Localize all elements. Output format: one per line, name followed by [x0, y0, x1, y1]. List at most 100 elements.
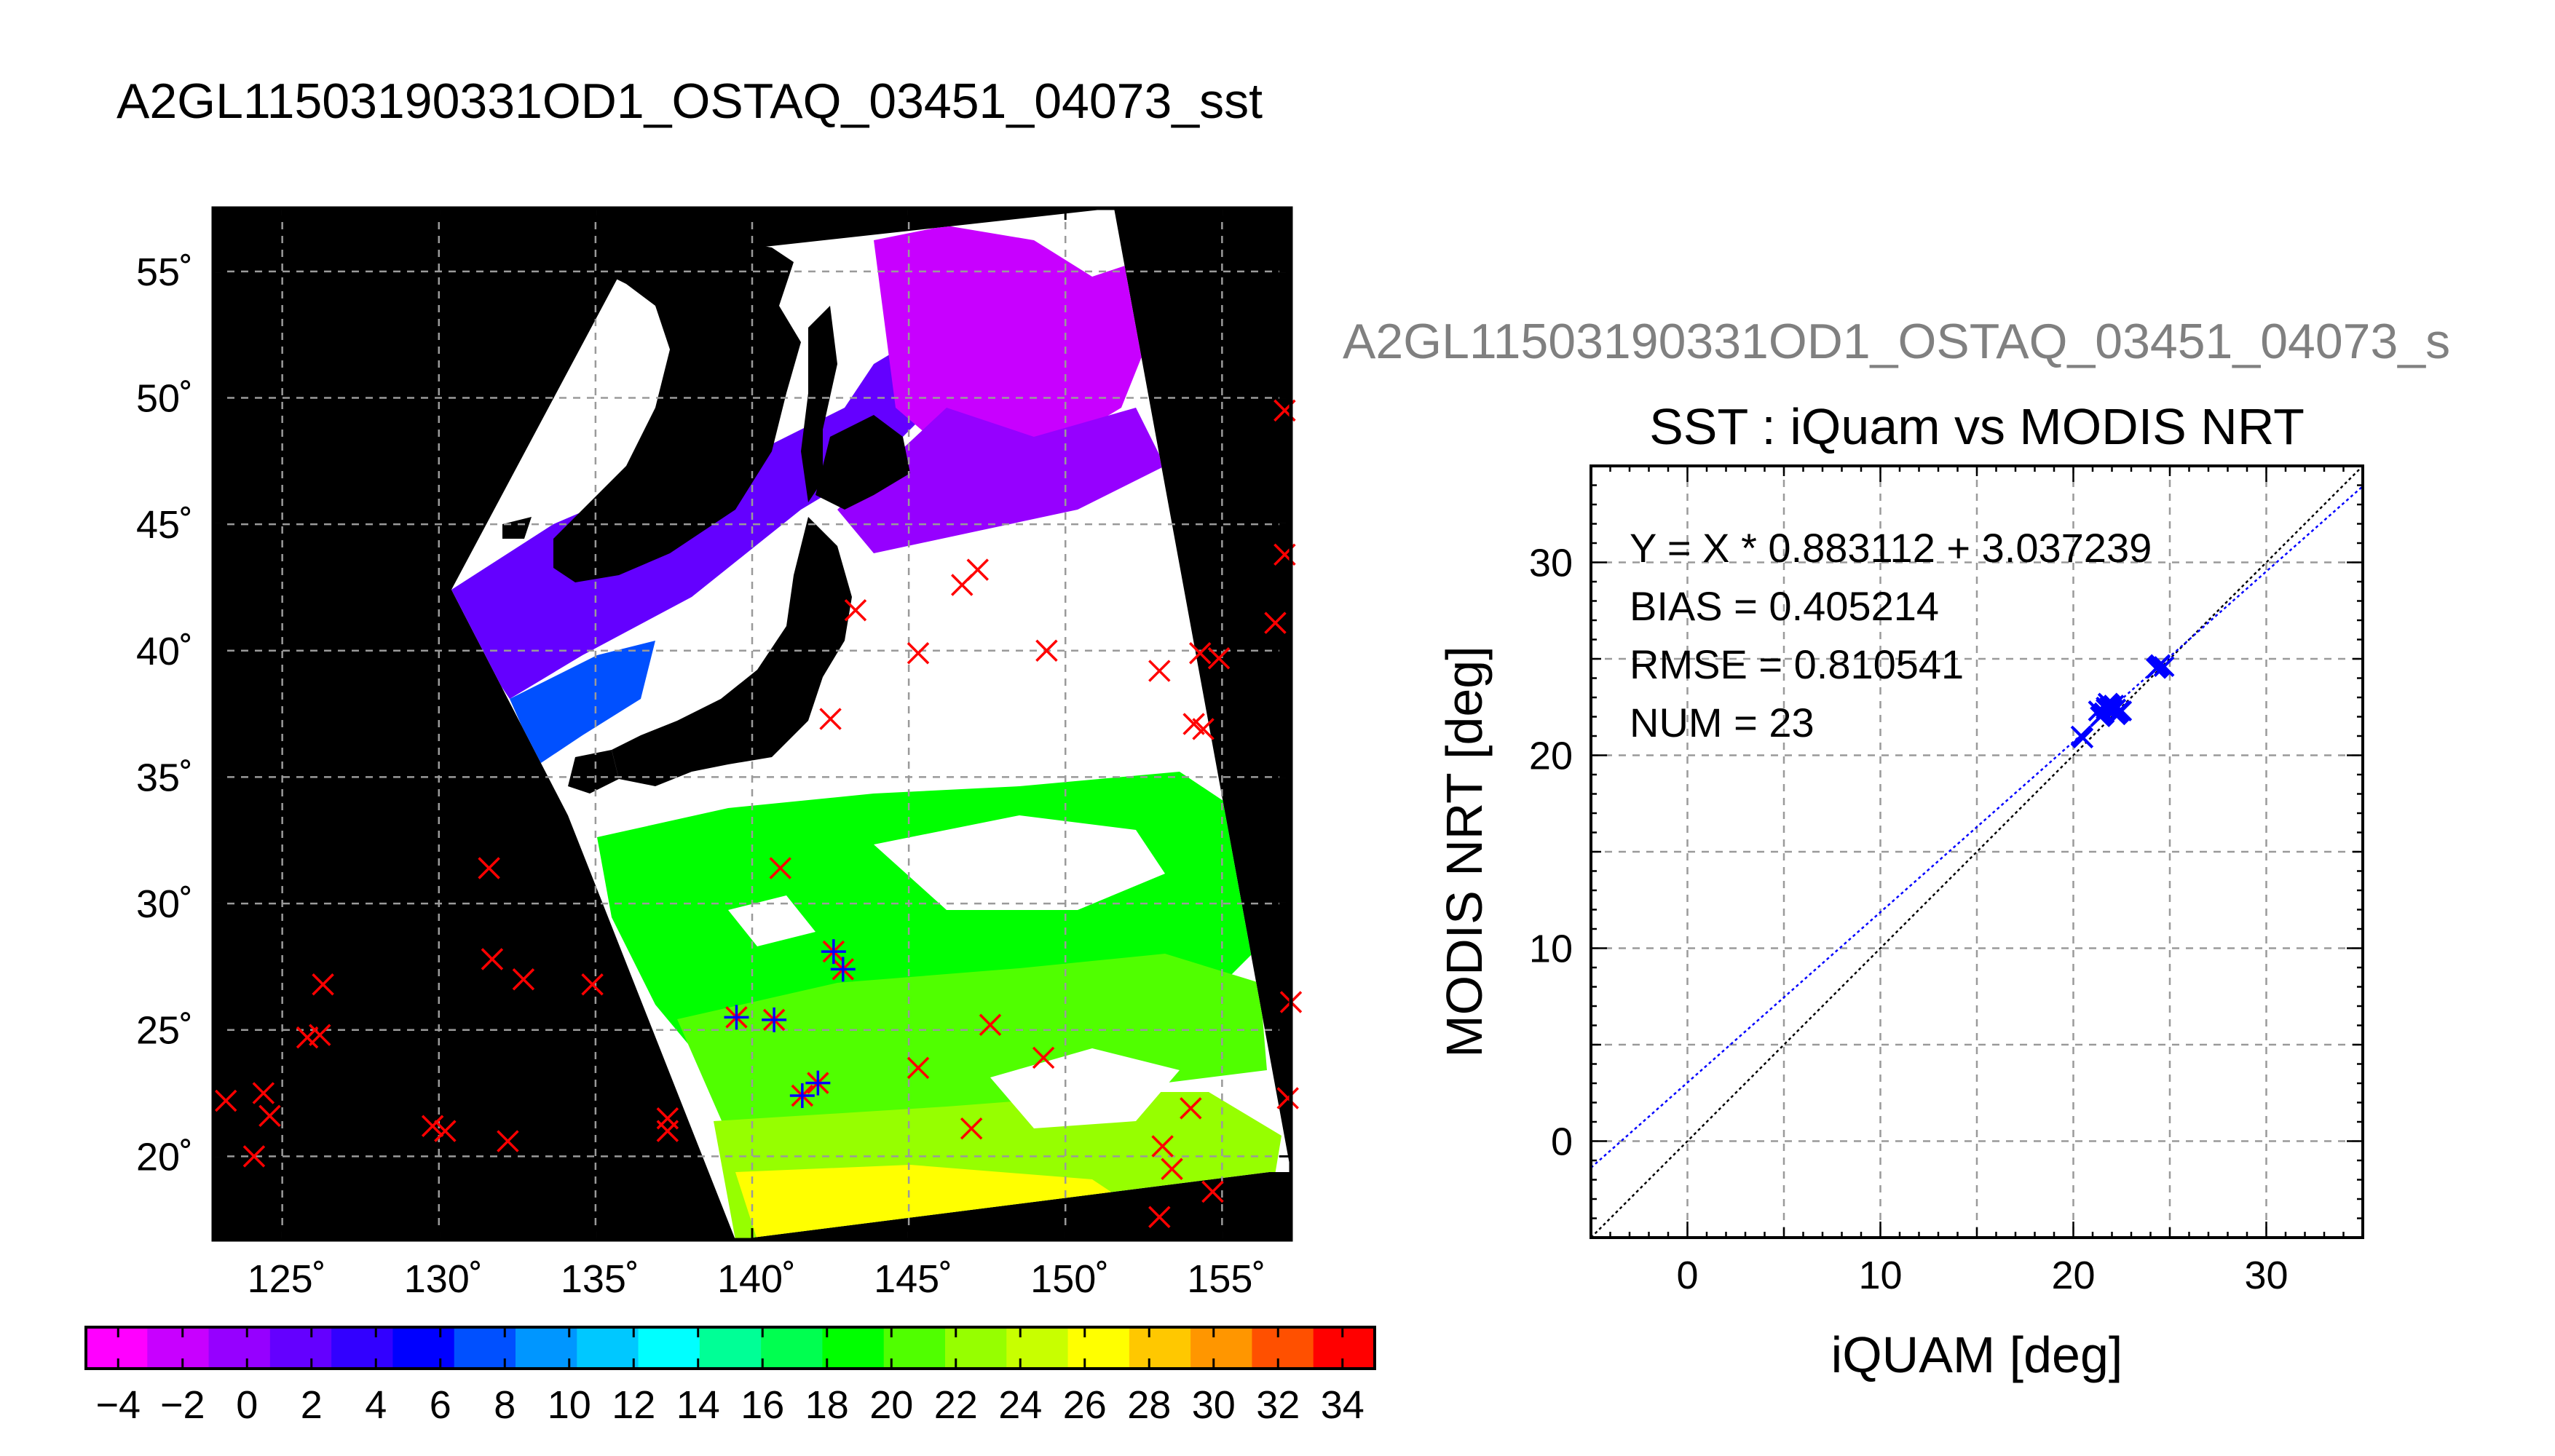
- colorbar-bin: [638, 1327, 700, 1369]
- sst-patch-cold-east: [837, 408, 1165, 553]
- map-y-tick-label: 45˚: [136, 503, 193, 547]
- map-x-tick-label: 130˚: [404, 1257, 483, 1301]
- map-marker-plus: [830, 957, 856, 982]
- map-marker-x: [312, 973, 334, 996]
- map-y-tick-label: 20˚: [136, 1135, 193, 1179]
- map-marker-x: [258, 1104, 281, 1128]
- map-marker-x: [581, 973, 604, 996]
- cloud-patch-3: [728, 895, 816, 946]
- scatter-stat-line: NUM = 23: [1630, 700, 1814, 745]
- scatter-point: [2147, 656, 2169, 678]
- map-y-tick-label: 55˚: [136, 250, 193, 294]
- colorbar-tick-label: 28: [1127, 1383, 1171, 1427]
- map-marker-x: [1264, 612, 1287, 634]
- map-x-tick-label: 135˚: [561, 1257, 639, 1301]
- colorbar-bin: [761, 1327, 824, 1369]
- scatter-y-tick-label: 30: [1529, 542, 1573, 585]
- map-marker-x: [242, 1145, 266, 1168]
- map-marker-x: [434, 1120, 457, 1142]
- map-x-tick-label: 140˚: [717, 1257, 796, 1301]
- colorbar-tick-label: 32: [1256, 1383, 1300, 1427]
- scatter-y-tick-label: 0: [1551, 1120, 1573, 1164]
- colorbar-bin: [577, 1327, 639, 1369]
- colorbar-tick-label: 8: [494, 1383, 516, 1427]
- scatter-x-axis-label: iQUAM [deg]: [1831, 1326, 2123, 1383]
- scatter-point: [2072, 727, 2094, 749]
- land-asia-coast: [553, 233, 801, 582]
- colorbar-tick-label: 16: [741, 1383, 784, 1427]
- map-marker-x: [1192, 718, 1215, 740]
- colorbar-bin: [1252, 1327, 1314, 1369]
- scatter-x-tick-label: 0: [1676, 1254, 1698, 1297]
- colorbar-bin: [1190, 1327, 1253, 1369]
- map-marker-x: [1201, 1180, 1224, 1203]
- map-marker-plus: [805, 1070, 831, 1096]
- map-grid: [213, 208, 1291, 1240]
- colorbar-tick-label: 6: [430, 1383, 451, 1427]
- map-marker-x: [656, 1120, 679, 1142]
- map-y-tick-label: 40˚: [136, 630, 193, 673]
- scatter-y-tick-label: 10: [1529, 927, 1573, 971]
- map-axes: 125˚ 130˚ 135˚ 140˚ 145˚ 150˚ 155˚ 20˚ 25˚ 30˚ 35˚…: [136, 208, 1291, 1301]
- map-marker-x: [1148, 660, 1171, 682]
- colorbar-bin: [331, 1327, 394, 1369]
- colorbar-bin: [699, 1327, 762, 1369]
- colorbar-bin: [1067, 1327, 1130, 1369]
- map-panel: 125˚ 130˚ 135˚ 140˚ 145˚ 150˚ 155˚ 20˚ 25˚ 30˚ 35˚…: [136, 206, 1303, 1301]
- colorbar-bin: [1129, 1327, 1191, 1369]
- colorbar-tick-label: 12: [612, 1383, 655, 1427]
- land-small-island: [502, 517, 532, 539]
- map-y-tick-label: 35˚: [136, 756, 193, 799]
- map-marker-plus: [821, 939, 846, 965]
- colorbar-bin: [822, 1327, 885, 1369]
- map-x-tick-label: 155˚: [1187, 1257, 1265, 1301]
- map-marker-x: [844, 598, 867, 622]
- scatter-lines: [1591, 466, 2363, 1238]
- colorbar-tick-label: 4: [365, 1383, 387, 1427]
- scatter-stat-line: BIAS = 0.405214: [1630, 583, 1939, 629]
- map-marker-x: [819, 708, 842, 730]
- cloud-patch-2: [990, 1048, 1180, 1128]
- map-marker-x: [512, 968, 535, 991]
- scatter-panel: 0 10 20 30 0 10 20 30 SST : iQuam vs MODIS NRT iQ…: [1436, 398, 2364, 1383]
- map-marker-x: [1151, 1135, 1174, 1158]
- map-marker-x: [421, 1115, 444, 1137]
- scatter-x-tick-label: 20: [2051, 1254, 2095, 1297]
- land-sakhalin: [801, 306, 837, 502]
- colorbar-tick-label: 10: [548, 1383, 591, 1427]
- colorbar-bin: [454, 1327, 516, 1369]
- sst-patch-warm-4: [735, 1165, 1136, 1240]
- map-markers: [214, 399, 1303, 1228]
- colorbar-bin: [86, 1327, 148, 1369]
- land-kyushu: [568, 750, 619, 794]
- sst-patch-cold-north: [874, 226, 1150, 451]
- scatter-y-axis-label: MODIS NRT [deg]: [1436, 646, 1493, 1057]
- land-honshu: [612, 517, 852, 786]
- colorbar-bin: [269, 1327, 332, 1369]
- colorbar-tick-label: 22: [934, 1383, 978, 1427]
- map-marker-x: [966, 558, 990, 581]
- scatter-chart-title: SST : iQuam vs MODIS NRT: [1649, 398, 2305, 455]
- colorbar-tick-label: 0: [236, 1383, 258, 1427]
- map-x-tick-label: 150˚: [1030, 1257, 1109, 1301]
- colorbar-tick-label: 34: [1321, 1383, 1365, 1427]
- colorbar-tick-label: 26: [1063, 1383, 1107, 1427]
- identity-line: [1591, 466, 2363, 1238]
- colorbar-frame: [84, 1326, 1376, 1370]
- map-marker-x: [907, 1056, 930, 1080]
- land-hokkaido: [816, 415, 910, 510]
- map-marker-x: [1032, 1046, 1055, 1069]
- colorbar-tick-label: −2: [160, 1383, 205, 1427]
- colorbar-bin: [945, 1327, 1007, 1369]
- map-marker-x: [979, 1013, 1002, 1037]
- scatter-stats: Y = X * 0.883112 + 3.037239 BIAS = 0.4052…: [1630, 525, 2152, 745]
- scatter-y-tick-label: 20: [1529, 735, 1573, 778]
- map-marker-x: [1207, 646, 1231, 670]
- map-marker-x: [252, 1082, 275, 1104]
- map-marker-x: [478, 857, 500, 879]
- colorbar-bin: [208, 1327, 271, 1369]
- figure-title: A2GL11503190331OD1_OSTAQ_03451_04073_sst: [117, 74, 1263, 129]
- colorbar-tick-label: 2: [301, 1383, 323, 1427]
- colorbar-bin: [1313, 1327, 1375, 1369]
- map-marker-x: [1180, 1097, 1202, 1120]
